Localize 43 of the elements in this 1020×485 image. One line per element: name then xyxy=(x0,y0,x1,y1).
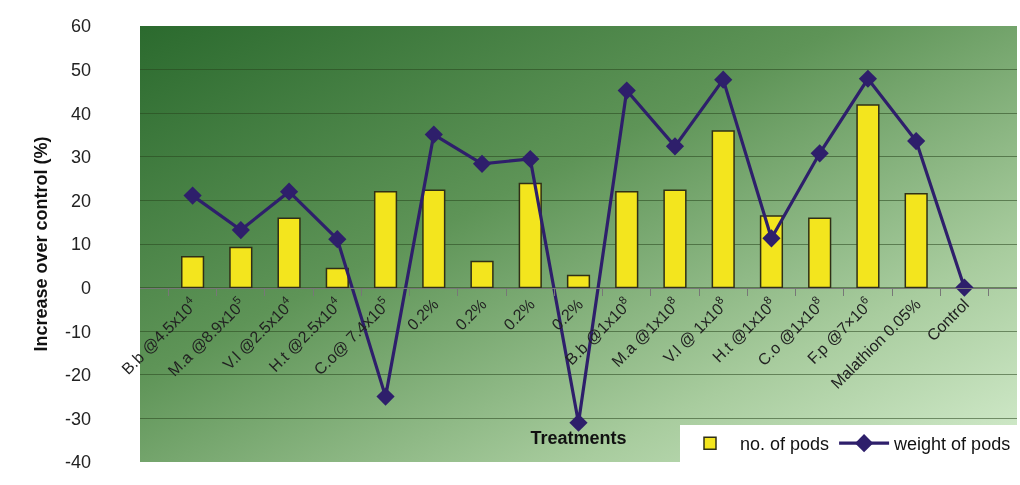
y-tick-label: 20 xyxy=(70,190,91,211)
point xyxy=(376,387,395,406)
point xyxy=(810,144,829,163)
point xyxy=(907,132,926,151)
legend-label: weight of pods xyxy=(893,434,1011,455)
bar xyxy=(422,189,446,289)
point xyxy=(231,220,250,240)
point xyxy=(858,69,878,88)
point xyxy=(665,137,685,156)
point xyxy=(762,229,781,248)
y-tick-label: -20 xyxy=(64,365,91,386)
point xyxy=(714,70,733,89)
y-tick-label: -30 xyxy=(64,408,91,429)
bar xyxy=(518,182,542,289)
y-tick-label: -10 xyxy=(64,321,91,342)
x-axis-title: Treatments xyxy=(530,427,627,448)
bar xyxy=(856,104,880,289)
bar xyxy=(904,193,928,289)
point xyxy=(328,230,347,249)
bar xyxy=(711,130,735,289)
y-tick-label: 30 xyxy=(70,147,91,168)
y-tick-label: 0 xyxy=(80,277,91,298)
y-tick-label: 10 xyxy=(70,234,91,255)
point xyxy=(279,182,299,201)
y-tick-label: -40 xyxy=(64,452,91,473)
y-tick-label: 50 xyxy=(70,59,91,80)
legend-label: no. of pods xyxy=(740,434,830,455)
y-tick-label: 60 xyxy=(70,16,91,37)
bar xyxy=(808,217,832,289)
bar xyxy=(229,246,253,289)
point xyxy=(617,81,636,100)
point xyxy=(424,125,443,144)
bar xyxy=(470,260,494,289)
point xyxy=(521,149,540,169)
bar xyxy=(373,190,398,289)
point xyxy=(472,154,492,173)
bar xyxy=(277,217,301,289)
point xyxy=(183,186,202,205)
y-tick-label: 40 xyxy=(70,103,91,124)
y-axis-title: Increase over control (%) xyxy=(31,136,52,352)
bar xyxy=(615,190,639,289)
bar xyxy=(181,255,205,289)
bar xyxy=(663,189,687,289)
